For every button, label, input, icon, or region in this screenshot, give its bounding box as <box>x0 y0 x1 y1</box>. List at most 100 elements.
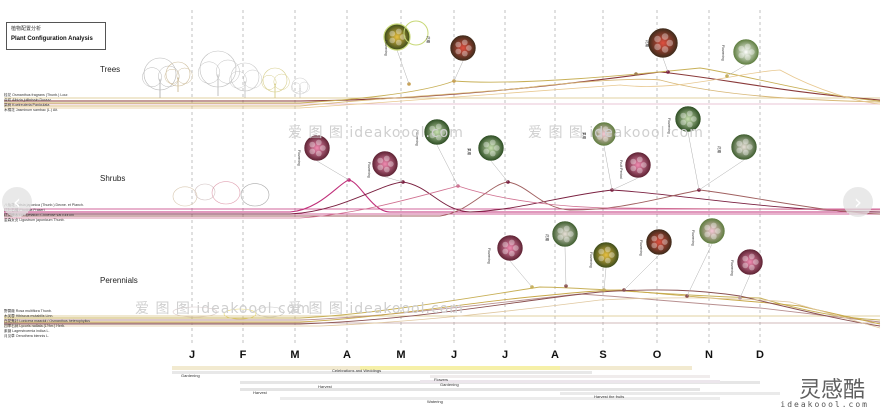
legend-item: 野蔷薇 Rosa multiflora Thunb. <box>4 309 52 313</box>
flower-detail <box>748 253 755 260</box>
flower-detail <box>736 147 743 154</box>
flower-detail <box>563 225 570 232</box>
flower-detail <box>598 255 605 262</box>
photo-ligustrum <box>477 134 505 162</box>
shrub-series-line <box>4 181 881 215</box>
flower-detail <box>738 52 745 59</box>
flower-detail <box>465 45 472 51</box>
tree-series-line <box>4 67 881 104</box>
flower-detail <box>654 35 661 43</box>
flower-detail <box>748 49 755 55</box>
activity-label: Watering <box>427 399 443 404</box>
month-label: J <box>501 349 509 361</box>
month-label: O <box>652 349 662 361</box>
activity-label: Harvest <box>253 390 267 395</box>
flower-detail <box>738 45 745 52</box>
month-label: J <box>450 349 458 361</box>
legend-item: 紫薇 Lagerstroemia indica L. <box>4 329 50 333</box>
flower-detail <box>704 224 711 231</box>
flower-detail <box>630 158 637 165</box>
flower-detail <box>563 236 570 243</box>
activity-label: Celebrations and Weddings <box>332 368 382 373</box>
month-label: D <box>756 349 764 361</box>
legend-item: 栾树 Koelreuteria Paniculata <box>4 103 50 107</box>
legend-trees: 桂花 Osmanthus fragrans (Thunb.) Lour. 合欢 … <box>4 93 68 113</box>
flower-detail <box>604 246 611 253</box>
photo-osmanthus <box>383 23 411 51</box>
flower-detail <box>657 244 664 251</box>
activity-bar <box>360 366 560 370</box>
flower-detail <box>455 41 462 48</box>
month-label: M <box>290 349 300 361</box>
watermark: 爱 图 图 ideakoool.com <box>528 125 704 141</box>
previous-arrow-icon[interactable]: ‹ <box>2 187 32 217</box>
leader-line <box>662 57 669 73</box>
annotation-label: 花期 <box>645 40 650 48</box>
flower-detail <box>603 126 609 132</box>
flower-detail <box>383 155 390 162</box>
brand-logo: 灵感酷 <box>798 378 865 403</box>
flower-detail <box>557 227 564 234</box>
tree-crown <box>229 71 247 89</box>
photo-oenothera <box>736 248 764 276</box>
flower-detail <box>508 250 515 257</box>
activity-bar <box>430 375 710 378</box>
flower-detail <box>502 248 509 255</box>
flower-detail <box>429 132 436 139</box>
flower-detail <box>319 145 326 151</box>
shrub-series-line <box>4 181 881 217</box>
flower-detail <box>598 248 605 255</box>
flower-detail <box>680 119 687 126</box>
leader-line <box>739 274 751 299</box>
legend-item: 四季石蒜 Lycoris radiata (L'Her.) Herb. <box>4 324 66 328</box>
leader-line <box>623 254 660 291</box>
flower-detail <box>395 39 402 46</box>
flower-detail <box>377 164 384 171</box>
perennial-series-line <box>4 289 881 325</box>
tree-series-line <box>4 69 881 109</box>
annotation-label: Fruit Period <box>619 160 623 179</box>
flower-detail <box>661 33 669 40</box>
month-label: N <box>705 349 713 361</box>
leader-line <box>603 267 607 291</box>
legend-item: 桂花 Osmanthus fragrans (Thunb.) Lour. <box>4 93 69 97</box>
title-box: 植物配置分析 Plant Configuration Analysis <box>6 22 106 50</box>
month-label: M <box>396 349 406 361</box>
annotation-label: 花期 <box>717 146 722 154</box>
leader-line <box>453 60 464 82</box>
photo-shrub-fruit <box>591 121 617 147</box>
leader-line <box>686 243 713 297</box>
flower-detail <box>704 231 711 238</box>
flower-detail <box>315 139 322 146</box>
flower-detail <box>377 157 384 164</box>
flower-detail <box>596 134 603 140</box>
flower-detail <box>606 131 613 137</box>
leader-line <box>396 49 410 85</box>
flower-detail <box>636 167 643 174</box>
perennial-outline <box>255 306 285 318</box>
flower-detail <box>604 257 611 264</box>
tree-crown <box>165 61 191 87</box>
legend-item: 月见草 Oenothera biennis L. <box>4 334 50 338</box>
activity-bar <box>420 380 720 383</box>
shrub-series-line <box>4 179 880 213</box>
tree-series-line <box>4 78 881 107</box>
photo-jasmine <box>732 38 760 66</box>
flower-detail <box>596 128 603 134</box>
photo-shrub-4 <box>730 133 758 161</box>
leader-line <box>726 64 747 77</box>
watermark: 爱 图 图 ideakoool.com <box>288 301 464 317</box>
activity-bar <box>280 397 720 400</box>
section-label-trees: Trees <box>100 65 121 74</box>
next-arrow-icon[interactable]: › <box>843 187 873 217</box>
month-label: A <box>343 349 351 361</box>
tree-crown <box>176 67 193 84</box>
leader-line <box>436 144 459 187</box>
shrub-outline <box>172 186 198 207</box>
tree-crown <box>243 69 263 89</box>
photo-hibiscus <box>551 220 579 248</box>
flower-detail <box>710 222 717 229</box>
annotation-label: Flowering <box>691 230 695 246</box>
tree-crown <box>298 81 310 93</box>
flower-detail <box>752 259 759 265</box>
